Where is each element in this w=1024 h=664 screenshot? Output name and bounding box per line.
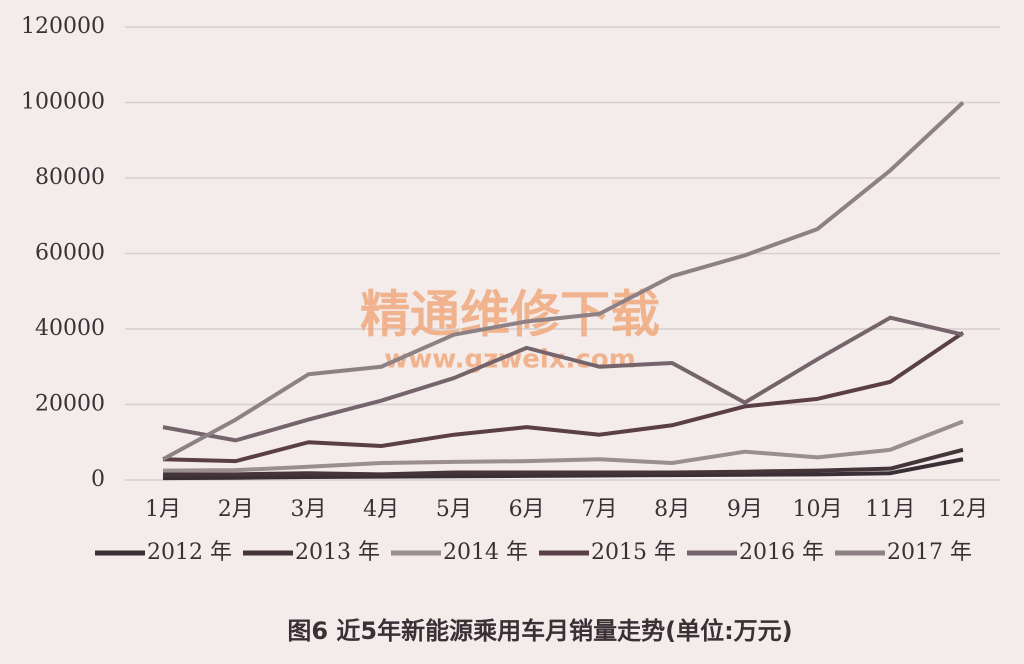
series-line [163, 447, 964, 477]
x-tick-label: 4月 [363, 497, 399, 522]
y-tick-label: 80000 [35, 165, 105, 190]
x-tick-label: 10月 [793, 497, 843, 522]
legend-label: 2016 年 [739, 540, 824, 565]
series-line [162, 419, 964, 473]
chart-title: 图6 近5年新能源乘用车月销量走势(单位:万元) [287, 617, 792, 645]
y-tick-label: 120000 [21, 14, 105, 39]
x-tick-label: 12月 [938, 497, 988, 522]
x-tick-label: 11月 [865, 497, 915, 522]
legend-label: 2014 年 [443, 540, 528, 565]
legend-label: 2013 年 [295, 540, 380, 565]
watermark-url: www.gzweix.com [384, 345, 636, 375]
series-line [162, 331, 965, 464]
watermark: 精通维修下载 [360, 286, 660, 344]
y-tick-label: 100000 [21, 90, 105, 115]
legend-label: 2015 年 [591, 540, 676, 565]
legend-label: 2017 年 [887, 540, 972, 565]
x-tick-label: 5月 [436, 497, 472, 522]
x-tick-label: 8月 [654, 497, 690, 522]
x-tick-label: 3月 [290, 497, 326, 522]
y-tick-label: 60000 [35, 241, 105, 266]
y-tick-label: 0 [91, 467, 105, 492]
series-line [162, 315, 964, 443]
x-tick-label: 9月 [727, 497, 763, 522]
y-tick-label: 20000 [35, 392, 105, 417]
x-tick-label: 6月 [509, 497, 545, 522]
x-tick-label: 2月 [218, 497, 254, 522]
x-tick-label: 1月 [145, 497, 181, 522]
series-line [162, 457, 964, 481]
legend-label: 2012 年 [147, 540, 232, 565]
y-tick-label: 40000 [35, 316, 105, 341]
series-line [162, 101, 965, 461]
x-tick-label: 7月 [581, 497, 617, 522]
